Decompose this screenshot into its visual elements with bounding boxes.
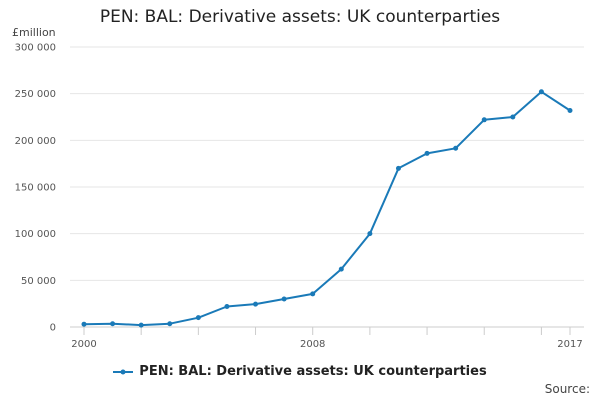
data-point [367,231,373,237]
y-axis-unit-label: £million [12,26,56,39]
data-point [138,322,144,328]
data-point [424,150,430,156]
data-point [310,291,316,297]
data-point [453,145,459,151]
data-point [538,89,544,95]
y-tick-label: 200 000 [15,136,56,147]
data-point [167,321,173,327]
y-tick-label: 250 000 [15,89,56,100]
legend-label: PEN: BAL: Derivative assets: UK counterp… [139,364,487,379]
data-point [253,301,259,307]
gridlines [70,46,584,281]
data-point [195,315,201,321]
x-axis-labels: 2000 2008 2017 [71,339,582,350]
chart-title: PEN: BAL: Derivative assets: UK counterp… [99,7,501,27]
legend-swatch [113,369,134,374]
data-point [110,321,116,327]
series-layer [81,89,573,328]
data-point [338,266,344,272]
data-point [81,321,87,327]
data-point [224,303,230,309]
y-tick-label: 0 [50,323,56,334]
x-tick-label: 2008 [300,339,325,350]
y-tick-label: 100 000 [15,229,56,240]
y-tick-label: 50 000 [21,276,56,287]
data-point [281,296,287,302]
series-line [83,90,571,327]
data-point [481,117,487,123]
x-axis [70,326,584,335]
y-tick-label: 300 000 [15,43,56,54]
x-tick-label: 2000 [71,339,96,350]
data-point [395,165,401,171]
data-point [510,114,516,120]
y-axis: 0 50 000 100 000 150 000 200 000 250 000 300 0… [15,43,56,334]
y-tick-label: 150 000 [15,183,56,194]
data-point [567,107,573,113]
source-label: Source: [544,382,590,396]
legend: PEN: BAL: Derivative assets: UK counterp… [0,364,600,379]
x-tick-label: 2017 [557,339,582,350]
